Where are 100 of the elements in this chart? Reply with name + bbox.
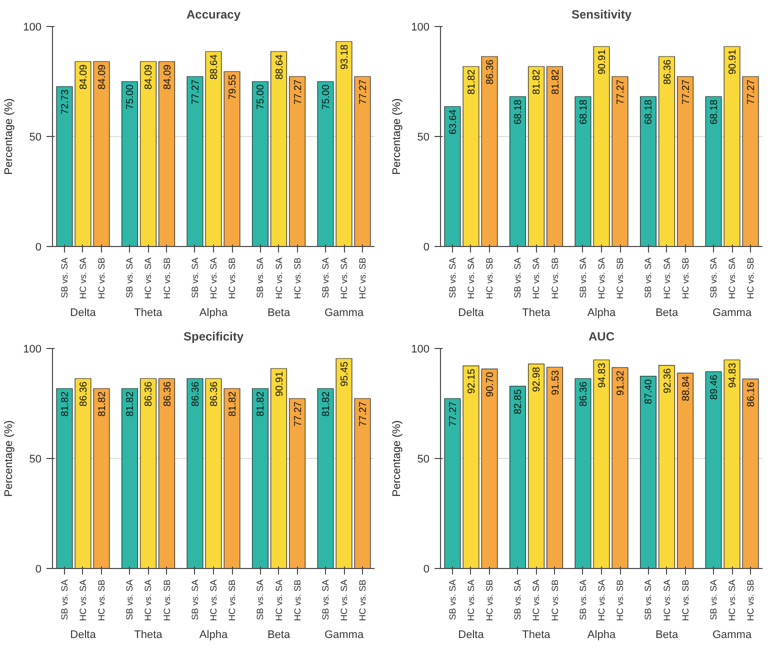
- text: HC vs. SB: [746, 257, 756, 300]
- data-label: 88.64: [274, 54, 286, 80]
- y-tick-label: 50: [29, 132, 42, 144]
- text: HC vs. SB: [615, 579, 626, 622]
- data-label: 68.18: [708, 99, 720, 125]
- text: HC vs. SB: [227, 579, 238, 622]
- data-label: 84.09: [144, 64, 155, 90]
- x-tick-label: Gamma: [324, 307, 364, 320]
- text: SB vs. SA: [320, 580, 330, 620]
- data-label: 81.82: [60, 391, 71, 417]
- data-label: 77.27: [680, 79, 692, 105]
- data-label: 81.82: [466, 69, 478, 95]
- y-tick-label: 0: [423, 564, 430, 576]
- text: HC vs. SA: [339, 257, 350, 300]
- data-label: 86.36: [144, 381, 155, 407]
- text: HC vs. SA: [662, 579, 672, 622]
- text: HC vs. SA: [208, 579, 218, 622]
- data-label: 75.00: [320, 84, 332, 110]
- text: HC vs. SA: [78, 579, 88, 622]
- data-label: 79.55: [228, 74, 239, 100]
- data-label: 86.16: [746, 382, 758, 407]
- text: SB vs. SA: [255, 258, 266, 298]
- text: HC vs. SA: [531, 579, 542, 622]
- text: SB vs. SA: [708, 580, 718, 620]
- data-label: 86.36: [485, 59, 496, 85]
- x-tick-label: Delta: [458, 629, 485, 642]
- text: HC vs. SB: [484, 257, 495, 300]
- data-label: 81.82: [550, 69, 562, 95]
- chart-title: Accuracy: [186, 8, 241, 22]
- text: HC vs. SB: [680, 257, 690, 300]
- x-tick-label: Delta: [70, 307, 97, 320]
- text: SB vs. SA: [190, 580, 200, 620]
- text: HC vs. SA: [466, 257, 476, 300]
- data-label: 68.18: [644, 99, 655, 125]
- text: SB vs. SA: [190, 258, 200, 298]
- x-tick-label: Alpha: [199, 629, 228, 642]
- x-tick-label: Beta: [655, 629, 679, 642]
- x-tick-label: Beta: [267, 307, 291, 320]
- text: HC vs. SA: [78, 257, 88, 300]
- data-label: 75.00: [125, 84, 136, 110]
- data-label: 81.82: [97, 391, 108, 417]
- data-label: 89.46: [708, 374, 720, 400]
- text: SB vs. SA: [124, 258, 135, 298]
- data-label: 86.36: [162, 381, 174, 407]
- data-label: 77.27: [190, 79, 202, 105]
- data-label: 88.64: [209, 54, 220, 80]
- text: SB vs. SA: [643, 258, 654, 298]
- text: HC vs. SA: [208, 257, 218, 300]
- y-tick-label: 50: [417, 454, 430, 466]
- data-label: 81.82: [125, 391, 136, 417]
- x-tick-label: Theta: [522, 307, 552, 320]
- data-label: 77.27: [358, 79, 370, 105]
- data-label: 93.18: [340, 44, 351, 70]
- text: HC vs. SB: [550, 579, 560, 622]
- text: SB vs. SA: [643, 580, 654, 620]
- y-axis-title: Percentage (%): [391, 98, 404, 175]
- data-label: 77.27: [448, 401, 459, 427]
- x-tick-label: Theta: [522, 629, 552, 642]
- data-label: 91.53: [550, 370, 562, 396]
- text: SB vs. SA: [59, 580, 70, 620]
- y-tick-label: 100: [411, 22, 430, 34]
- x-tick-label: Beta: [267, 629, 291, 642]
- data-label: 84.09: [78, 64, 90, 90]
- data-label: 94.83: [597, 362, 608, 388]
- data-label: 92.15: [466, 368, 478, 394]
- text: HC vs. SB: [96, 257, 107, 300]
- data-label: 90.91: [597, 49, 608, 75]
- text: HC vs. SB: [227, 257, 238, 300]
- data-label: 86.36: [190, 381, 202, 407]
- data-label: 91.32: [616, 370, 627, 396]
- data-label: 84.09: [97, 64, 108, 90]
- data-label: 77.27: [292, 79, 304, 105]
- text: HC vs. SB: [292, 257, 302, 300]
- y-tick-label: 100: [411, 344, 430, 356]
- x-tick-label: Theta: [134, 629, 164, 642]
- text: HC vs. SB: [615, 257, 626, 300]
- text: HC vs. SA: [596, 257, 606, 300]
- text: HC vs. SA: [339, 579, 350, 622]
- text: HC vs. SA: [274, 579, 284, 622]
- data-label: 77.27: [746, 79, 758, 105]
- text: SB vs. SA: [320, 258, 330, 298]
- chart-title: Sensitivity: [571, 8, 632, 22]
- data-label: 81.82: [320, 391, 332, 417]
- text: SB vs. SA: [447, 258, 458, 298]
- text: HC vs. SA: [727, 579, 738, 622]
- text: HC vs. SB: [484, 579, 495, 622]
- y-tick-label: 0: [35, 564, 42, 576]
- data-label: 63.64: [448, 109, 459, 135]
- text: SB vs. SA: [708, 258, 718, 298]
- data-label: 86.36: [78, 381, 90, 407]
- x-tick-label: Alpha: [199, 307, 228, 320]
- data-label: 86.36: [578, 381, 590, 407]
- x-tick-label: Alpha: [587, 307, 616, 320]
- data-label: 92.36: [662, 368, 674, 394]
- text: SB vs. SA: [512, 258, 523, 298]
- data-label: 77.27: [292, 401, 304, 427]
- y-tick-label: 50: [417, 132, 430, 144]
- y-axis-title: Percentage (%): [3, 98, 16, 175]
- data-label: 81.82: [256, 391, 267, 417]
- data-label: 68.18: [513, 99, 524, 125]
